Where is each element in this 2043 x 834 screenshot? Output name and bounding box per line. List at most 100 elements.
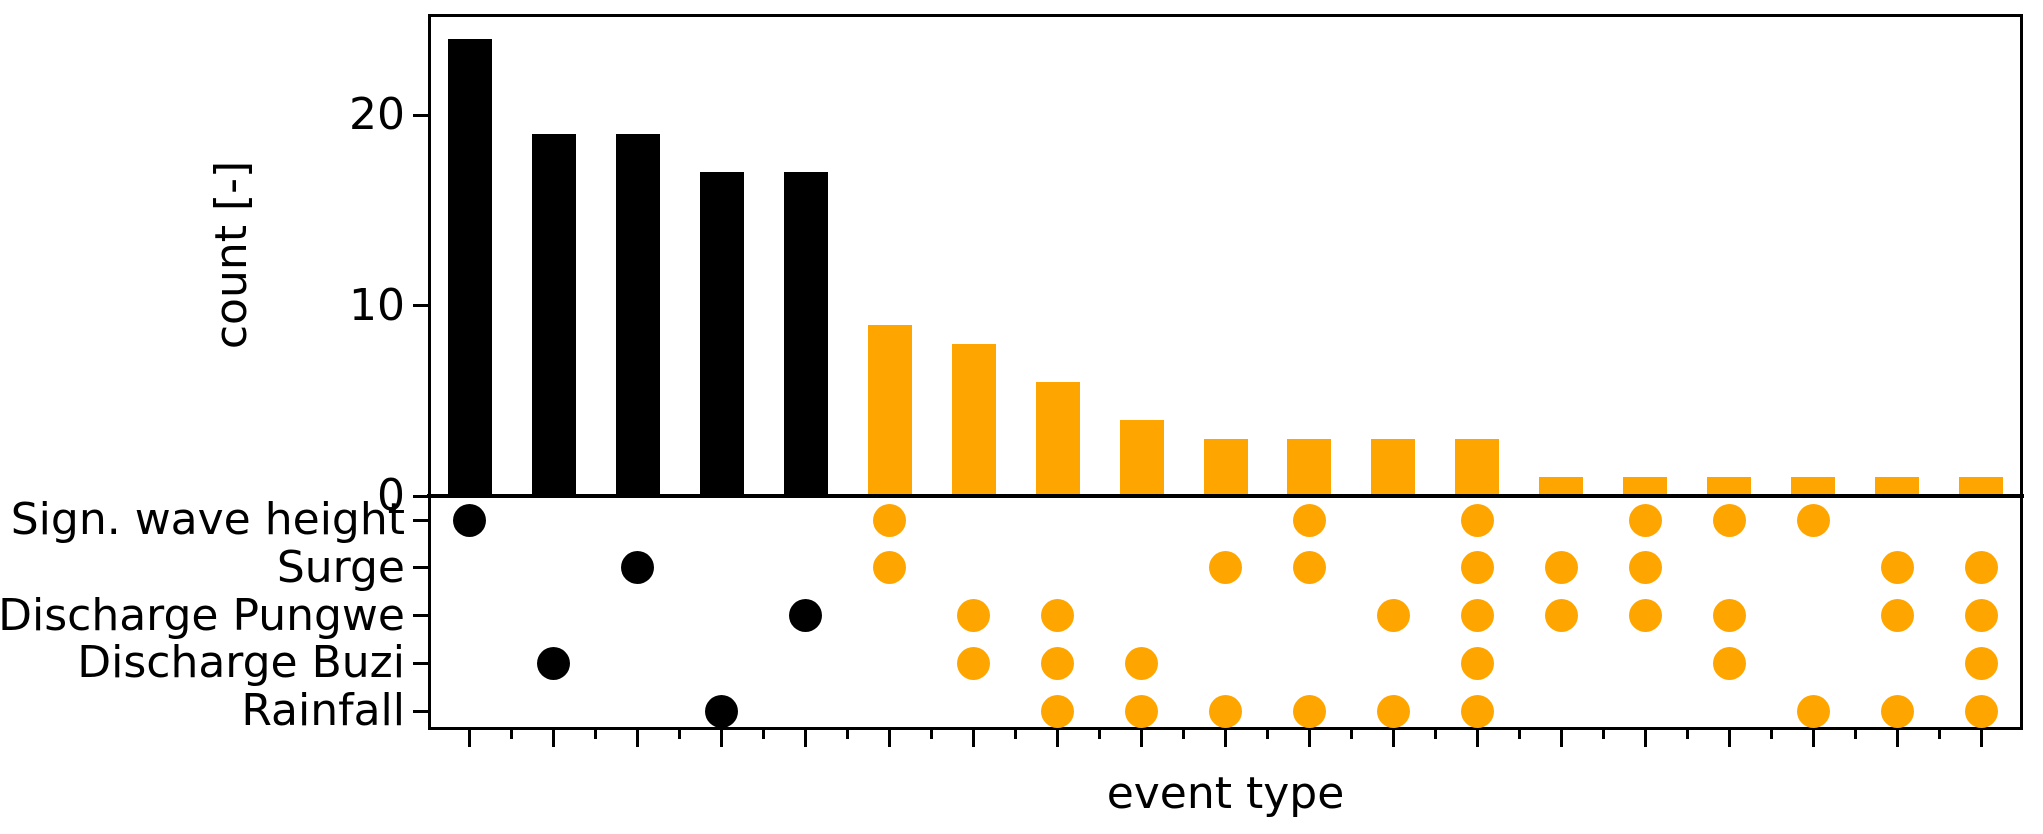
matrix-dot	[1376, 599, 1410, 632]
x-axis-minor-tick	[678, 730, 682, 739]
matrix-dot	[1796, 694, 1830, 728]
matrix-dot	[1712, 503, 1746, 537]
x-axis-minor-tick	[762, 730, 766, 739]
x-axis-minor-tick	[1265, 730, 1269, 739]
matrix-dot	[1209, 694, 1242, 728]
x-axis-major-tick	[1391, 730, 1395, 747]
matrix-dot	[1880, 694, 1914, 728]
x-axis-minor-tick	[1349, 730, 1353, 739]
x-axis-major-tick	[636, 730, 640, 747]
count-bar	[1455, 438, 1500, 496]
matrix-dot	[873, 551, 907, 585]
row-label: Discharge Buzi	[77, 637, 405, 689]
matrix-dot	[1041, 599, 1075, 632]
x-axis-major-tick	[1056, 730, 1060, 747]
x-axis-major-tick	[888, 730, 892, 747]
x-axis-minor-tick	[1014, 730, 1018, 739]
count-bar	[951, 343, 996, 496]
x-axis-major-tick	[1475, 730, 1479, 747]
matrix-dot	[1628, 599, 1662, 632]
row-label: Discharge Pungwe	[0, 589, 405, 641]
x-axis-minor-tick	[594, 730, 598, 739]
matrix-dot	[957, 599, 991, 632]
count-bar	[1119, 419, 1164, 496]
matrix-dot	[537, 646, 571, 680]
count-bar	[1791, 476, 1836, 496]
row-label: Surge	[276, 541, 405, 593]
y-axis-title: count [-]	[206, 160, 257, 350]
matrix-dot	[873, 503, 907, 537]
matrix-dot	[1964, 646, 1998, 680]
x-axis-major-tick	[1643, 730, 1647, 747]
x-axis-minor-tick	[1769, 730, 1773, 739]
matrix-dot	[1964, 599, 1998, 632]
count-bar	[1035, 381, 1080, 496]
matrix-dot	[1460, 503, 1494, 537]
matrix-dot	[1964, 694, 1998, 728]
row-tick	[413, 614, 428, 617]
matrix-dot	[1376, 694, 1410, 728]
row-label: Rainfall	[241, 685, 405, 736]
count-bar	[1959, 476, 2004, 496]
row-tick	[413, 518, 428, 522]
count-bar	[615, 134, 660, 496]
y-tick-label: 0	[377, 470, 405, 521]
matrix-dot	[1628, 551, 1662, 585]
matrix-dot	[1209, 551, 1242, 585]
count-bar	[783, 172, 828, 496]
plot-frame	[428, 14, 2023, 730]
count-bar	[1371, 438, 1416, 496]
matrix-dot	[1460, 599, 1494, 632]
matrix-dot	[1460, 646, 1494, 680]
matrix-dot	[1628, 503, 1662, 537]
x-axis-major-tick	[1727, 730, 1731, 747]
row-tick	[413, 566, 428, 570]
count-bar	[1203, 438, 1248, 496]
y-axis-tick	[413, 494, 428, 498]
y-tick-label: 10	[349, 279, 405, 331]
x-axis-minor-tick	[1433, 730, 1437, 739]
matrix-dot	[1460, 694, 1494, 728]
matrix-dot	[453, 503, 487, 537]
x-axis-major-tick	[1811, 730, 1815, 747]
matrix-dot	[1880, 599, 1914, 632]
x-axis-major-tick	[1895, 730, 1899, 747]
count-bar	[1623, 476, 1668, 496]
count-bar	[699, 172, 744, 496]
y-axis-tick	[413, 304, 428, 307]
count-bar	[1707, 476, 1752, 496]
count-bar	[531, 134, 576, 496]
x-axis-major-tick	[1140, 730, 1144, 747]
matrix-dot	[1460, 551, 1494, 585]
matrix-dot	[1292, 694, 1326, 728]
matrix-dot	[1041, 694, 1075, 728]
matrix-dot	[1712, 646, 1746, 680]
matrix-dot	[1796, 503, 1830, 537]
matrix-dot	[789, 599, 823, 632]
count-bar	[867, 324, 912, 496]
x-axis-minor-tick	[1182, 730, 1186, 739]
baseline	[427, 494, 2024, 498]
x-axis-major-tick	[1559, 730, 1563, 747]
x-axis-major-tick	[804, 730, 808, 747]
count-bar	[447, 38, 492, 496]
matrix-dot	[1544, 551, 1578, 585]
matrix-dot	[705, 694, 739, 728]
matrix-dot	[1964, 551, 1998, 585]
matrix-dot	[1712, 599, 1746, 632]
x-axis-title: event type	[1106, 768, 1345, 819]
x-axis-minor-tick	[1517, 730, 1521, 739]
count-bar	[1875, 476, 1920, 496]
matrix-dot	[1880, 551, 1914, 585]
matrix-dot	[1125, 694, 1159, 728]
x-axis-major-tick	[972, 730, 976, 747]
matrix-dot	[1292, 503, 1326, 537]
x-axis-minor-tick	[1098, 730, 1102, 739]
row-tick	[413, 709, 428, 713]
row-label: Sign. wave height	[10, 494, 405, 545]
x-axis-minor-tick	[930, 730, 934, 739]
y-axis-tick	[413, 113, 428, 117]
matrix-dot	[621, 551, 655, 585]
x-axis-minor-tick	[846, 730, 850, 739]
